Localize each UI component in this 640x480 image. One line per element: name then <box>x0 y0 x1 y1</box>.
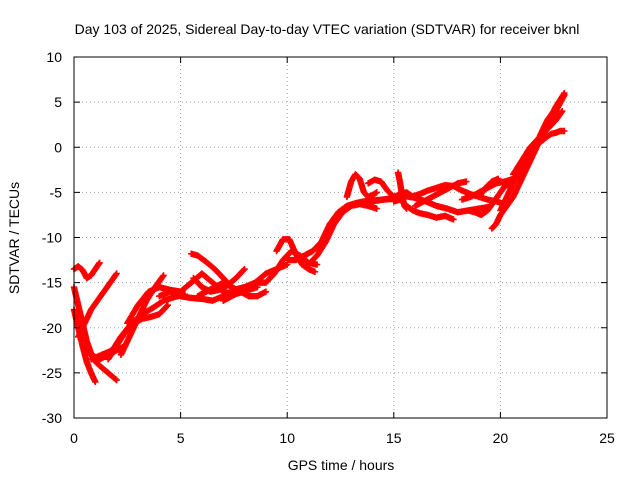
data-point <box>262 288 270 295</box>
y-tick-label: -5 <box>50 184 63 200</box>
data-point <box>240 266 247 274</box>
data-point <box>556 98 564 106</box>
data-point <box>113 270 120 277</box>
data-point <box>113 376 120 384</box>
data-point <box>561 127 568 135</box>
x-tick-label: 15 <box>386 430 402 446</box>
y-axis-label: SDTVAR / TECUs <box>6 182 22 294</box>
data-point <box>164 301 172 309</box>
data-point <box>92 378 99 386</box>
data-point <box>160 272 167 279</box>
series-track-18 <box>343 171 380 201</box>
data-point <box>163 302 171 310</box>
series-track-4 <box>75 270 120 340</box>
x-axis-label: GPS time / hours <box>288 457 395 473</box>
series-track-2 <box>70 306 99 386</box>
data-point <box>311 268 319 275</box>
y-tick-label: -20 <box>42 320 62 336</box>
y-tick-label: 5 <box>54 94 62 110</box>
data-point <box>373 205 380 212</box>
chart-title: Day 103 of 2025, Sidereal Day-to-day VTE… <box>75 21 580 37</box>
x-tick-label: 10 <box>279 430 295 446</box>
series-track-17 <box>305 200 380 268</box>
axes: 0 5 10 15 20 25 -30 -25 -20 -15 -10 -5 0 5 10 <box>42 49 615 446</box>
series-track-3 <box>70 259 103 282</box>
plot-frame <box>73 56 608 419</box>
x-tick-label: 25 <box>599 430 615 446</box>
data-point <box>463 178 470 185</box>
data-point <box>159 273 166 280</box>
data-point <box>403 205 410 212</box>
data-series <box>70 89 568 386</box>
series-track-16 <box>284 195 397 264</box>
x-tick-label: 5 <box>177 430 185 446</box>
y-tick-label: 10 <box>46 49 62 65</box>
data-point <box>241 265 248 273</box>
data-point <box>373 189 380 196</box>
series-track-27 <box>475 175 502 201</box>
series-track-26 <box>465 180 510 219</box>
data-point <box>112 375 119 383</box>
data-point <box>313 261 321 268</box>
series-track-22 <box>394 169 410 212</box>
data-point <box>96 259 103 266</box>
data-point <box>450 216 457 223</box>
y-tick-label: 0 <box>54 139 62 155</box>
y-tick-label: -25 <box>42 365 62 381</box>
series-track-24 <box>411 178 470 210</box>
data-point <box>561 89 568 97</box>
y-tick-label: -30 <box>42 410 62 426</box>
x-tick-label: 0 <box>70 430 78 446</box>
x-tick-label: 20 <box>493 430 509 446</box>
data-point <box>495 175 502 183</box>
grid <box>74 57 607 418</box>
series-track-32 <box>535 127 568 146</box>
y-tick-label: -10 <box>42 230 62 246</box>
data-point <box>559 107 566 115</box>
y-tick-label: -15 <box>42 275 62 291</box>
